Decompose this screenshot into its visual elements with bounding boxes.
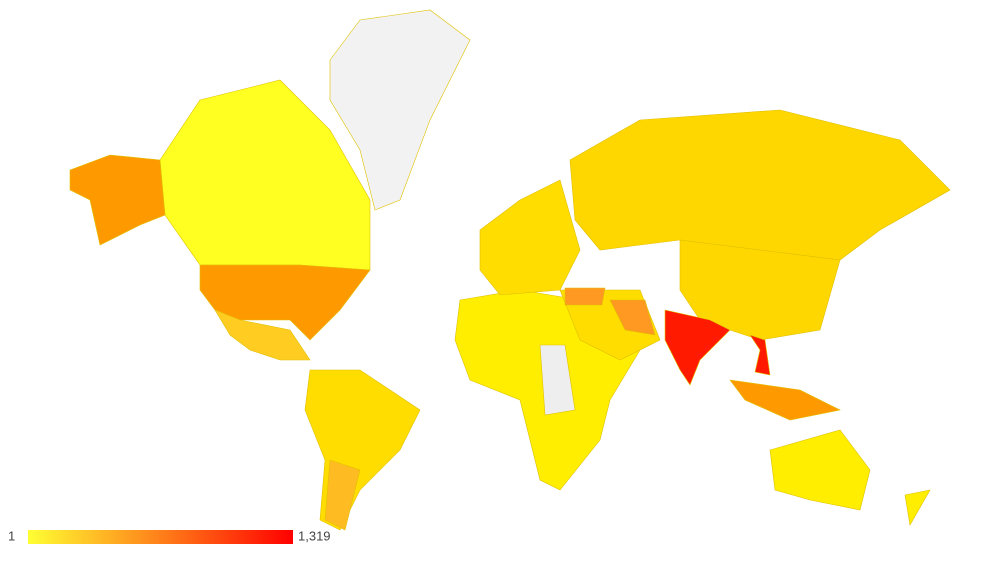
mexico [214, 309, 311, 361]
south-america [304, 369, 421, 531]
europe [479, 179, 581, 296]
australia [769, 429, 871, 511]
countries [69, 9, 951, 531]
africa-no-data [539, 344, 576, 416]
new-zealand [904, 489, 931, 526]
usa [199, 264, 371, 341]
iran [609, 299, 656, 336]
argentina [324, 459, 361, 531]
alaska [69, 154, 166, 246]
vietnam [749, 334, 771, 376]
southeast-asia [729, 379, 841, 421]
india [664, 309, 731, 386]
turkey [564, 287, 606, 306]
legend-max: 1,319 [298, 528, 331, 543]
legend-min: 1 [8, 528, 15, 543]
greenland [329, 9, 471, 211]
russia [569, 109, 951, 261]
legend-gradient [28, 530, 293, 544]
canada [159, 79, 371, 271]
